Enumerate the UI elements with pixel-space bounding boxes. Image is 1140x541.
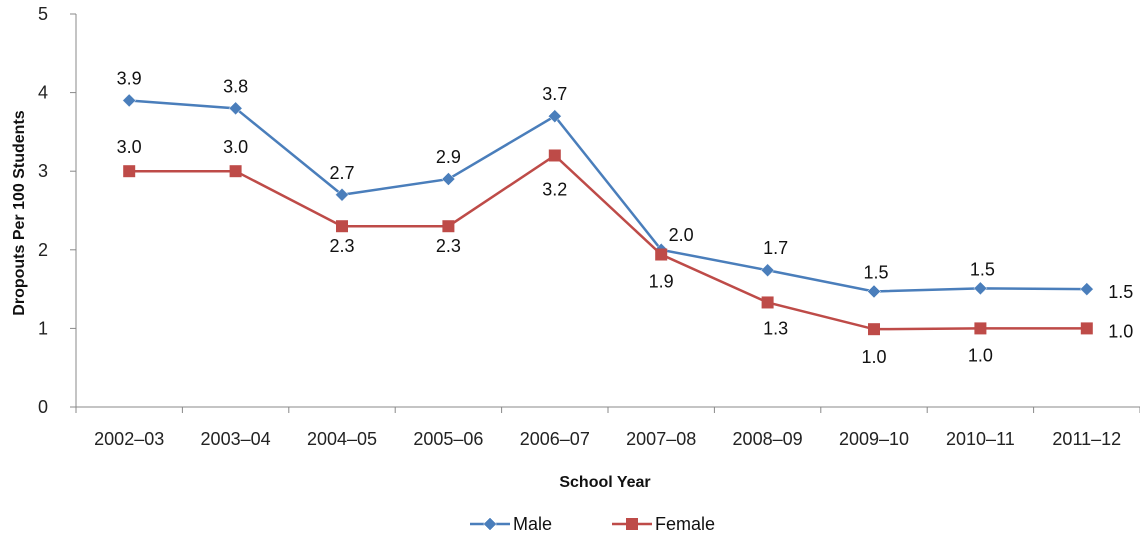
y-tick-label: 3	[38, 161, 48, 181]
x-tick-label: 2007–08	[626, 429, 696, 449]
x-tick-label: 2008–09	[733, 429, 803, 449]
female-data-label: 3.2	[542, 179, 567, 199]
series-line-female	[129, 153, 1087, 331]
male-data-label: 2.0	[669, 225, 694, 245]
female-data-label: 1.0	[1108, 321, 1133, 341]
y-tick-label: 2	[38, 240, 48, 260]
data-labels: 3.9 3.8 2.7 2.9 3.7 2.0 1.7 1.5 1.5 1.5 3.0 3.0 2.3 2…	[117, 68, 1134, 367]
female-data-label: 1.0	[968, 345, 993, 365]
female-point	[442, 220, 455, 233]
x-tick-label: 2009–10	[839, 429, 909, 449]
female-point	[868, 323, 880, 336]
female-point	[761, 296, 774, 309]
x-tick-label: 2011–12	[1052, 429, 1121, 449]
male-point	[122, 93, 137, 108]
female-data-label: 2.3	[436, 236, 461, 256]
legend-item-male: Male	[470, 514, 552, 534]
x-tick-label: 2004–05	[307, 429, 377, 449]
y-tick-label: 5	[38, 4, 48, 24]
female-point	[548, 149, 561, 162]
male-data-label: 3.7	[542, 84, 567, 104]
y-tick-labels: 0 1 2 3 4 5	[38, 4, 48, 417]
male-point	[760, 263, 775, 278]
female-data-label: 1.0	[861, 347, 886, 367]
male-data-label: 2.7	[329, 163, 354, 183]
male-data-label: 1.7	[763, 238, 788, 258]
male-point	[973, 281, 988, 296]
male-data-label: 3.9	[117, 68, 142, 88]
male-point	[547, 109, 562, 124]
female-data-label: 2.3	[329, 236, 354, 256]
female-data-label: 1.3	[763, 318, 788, 338]
y-tick-label: 4	[38, 83, 48, 103]
male-point	[335, 187, 349, 202]
legend-item-female: Female	[612, 514, 715, 534]
x-tick-label: 2005–06	[413, 429, 483, 449]
female-data-label: 1.9	[649, 272, 674, 292]
female-point	[1080, 322, 1093, 335]
series-points-male	[122, 93, 1094, 299]
legend-label: Female	[655, 514, 715, 534]
chart-axes	[70, 13, 1140, 413]
legend-label: Male	[513, 514, 552, 534]
female-data-label: 3.0	[223, 137, 248, 157]
y-tick-label: 0	[38, 397, 48, 417]
male-point	[228, 101, 243, 116]
y-tick-label: 1	[38, 318, 48, 338]
female-point	[229, 165, 242, 178]
male-data-label: 3.8	[223, 76, 248, 96]
male-point	[441, 172, 456, 186]
male-data-label: 2.9	[436, 147, 461, 167]
legend: Male Female	[470, 514, 715, 534]
x-tick-label: 2006–07	[520, 429, 590, 449]
x-tick-label: 2010–11	[946, 429, 1015, 449]
x-tick-label: 2002–03	[94, 429, 164, 449]
female-point	[974, 322, 987, 335]
y-axis-title: Dropouts Per 100 Students	[11, 110, 28, 315]
female-point	[123, 165, 136, 178]
x-axis-title: School Year	[559, 474, 650, 491]
male-data-label: 1.5	[863, 262, 888, 282]
male-data-label: 1.5	[1108, 282, 1133, 302]
legend-marker	[626, 518, 638, 530]
series-line-male	[129, 99, 1087, 293]
series-points-female	[123, 149, 1093, 336]
series-layer	[122, 93, 1094, 336]
x-tick-label: 2003–04	[201, 429, 271, 449]
female-data-label: 3.0	[117, 137, 142, 157]
female-point	[655, 248, 668, 261]
male-point	[1079, 282, 1094, 296]
male-data-label: 1.5	[970, 259, 995, 279]
male-point	[867, 284, 881, 299]
x-tick-labels: 2002–03 2003–04 2004–05 2005–06 2006–07 2007–…	[94, 429, 1121, 449]
female-point	[336, 220, 348, 233]
legend-marker	[483, 517, 497, 531]
